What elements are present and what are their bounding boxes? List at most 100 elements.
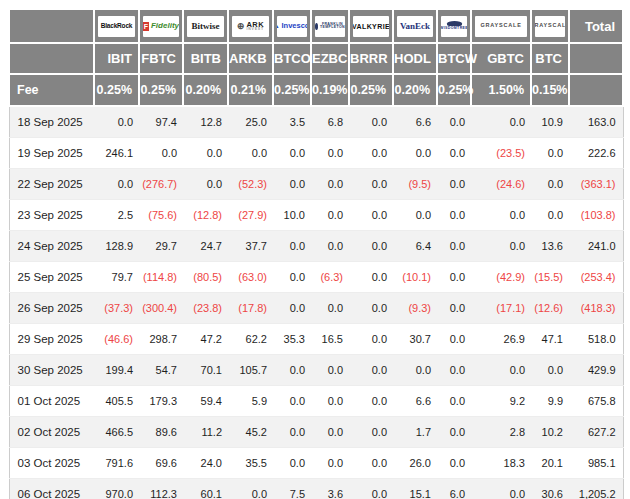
flow-cell-ezbc: 0.0 [311, 417, 349, 448]
table-row: 18 Sep 20250.097.412.825.03.56.80.06.60.… [9, 106, 623, 138]
total-cell: 627.2 [569, 417, 623, 448]
flow-cell-btco: 0.0 [273, 231, 311, 262]
flow-cell-bitb: (80.5) [183, 262, 228, 293]
fee-gbtc: 1.50% [471, 74, 531, 106]
flow-cell-hodl: 0.0 [393, 200, 437, 231]
flow-cell-btc: (12.6) [531, 293, 569, 324]
flow-cell-btco: 10.0 [273, 200, 311, 231]
flow-cell-bitb: 12.8 [183, 106, 228, 138]
flow-cell-arkb: 62.2 [228, 324, 273, 355]
flow-cell-bitb: 70.1 [183, 355, 228, 386]
date-cell: 23 Sep 2025 [9, 200, 94, 231]
fee-ezbc: 0.19% [311, 74, 349, 106]
flow-cell-btc: 13.6 [531, 231, 569, 262]
flow-cell-btco: 0.0 [273, 386, 311, 417]
flow-cell-ibit: 466.5 [94, 417, 139, 448]
flow-cell-btco: 0.0 [273, 293, 311, 324]
ticker-fbtc: FBTC [139, 43, 183, 74]
flow-cell-btc: 0.0 [531, 355, 569, 386]
issuer-cell-fbtc: FFidelity [139, 9, 183, 43]
flow-cell-hodl: 1.7 [393, 417, 437, 448]
issuer-cell-btcw: WISDOMTREE [437, 9, 471, 43]
date-cell: 22 Sep 2025 [9, 169, 94, 200]
date-cell: 29 Sep 2025 [9, 324, 94, 355]
vaneck-logo: VanEck [397, 16, 433, 37]
flow-cell-brrr: 0.0 [349, 200, 393, 231]
flow-cell-btco: 0.0 [273, 169, 311, 200]
fee-brrr: 0.25% [349, 74, 393, 106]
date-cell: 25 Sep 2025 [9, 262, 94, 293]
flow-cell-arkb: 25.0 [228, 106, 273, 138]
flow-cell-bitb: 0.0 [183, 138, 228, 169]
issuer-cell-btco: ▲Invesco [273, 9, 311, 43]
flow-cell-bitb: 59.4 [183, 386, 228, 417]
flow-cell-fbtc: 97.4 [139, 106, 183, 138]
flow-cell-fbtc: 69.6 [139, 448, 183, 479]
blackrock-logo: BlackRock [98, 16, 135, 37]
flow-cell-ezbc: (6.3) [311, 262, 349, 293]
flow-cell-btc: 0.0 [531, 169, 569, 200]
fee-btco: 0.25% [273, 74, 311, 106]
flow-cell-ezbc: 0.0 [311, 200, 349, 231]
flow-cell-ibit: 0.0 [94, 106, 139, 138]
flow-cell-arkb: (63.0) [228, 262, 273, 293]
ticker-row-total-cell [569, 43, 623, 74]
table-row: 06 Oct 2025970.0112.360.10.07.53.60.015.… [9, 479, 623, 499]
issuer-logo-row: BlackRock FFidelityBitwise⊕ARKINVEST▲Inve… [9, 9, 623, 43]
ticker-ezbc: EZBC [311, 43, 349, 74]
flow-cell-arkb: 37.7 [228, 231, 273, 262]
flow-cell-btcw: 0.0 [437, 417, 471, 448]
ticker-row-corner [9, 43, 94, 74]
issuer-cell-arkb: ⊕ARKINVEST [228, 9, 273, 43]
fee-row-total-cell [569, 74, 623, 106]
flow-cell-btcw: 0.0 [437, 106, 471, 138]
flow-cell-ezbc: 0.0 [311, 448, 349, 479]
table-row: 29 Sep 2025(46.6)298.747.262.235.316.50.… [9, 324, 623, 355]
flow-cell-btcw: 0.0 [437, 448, 471, 479]
flow-cell-gbtc: 0.0 [471, 479, 531, 499]
flow-cell-brrr: 0.0 [349, 448, 393, 479]
date-cell: 06 Oct 2025 [9, 479, 94, 499]
flow-cell-btc: 10.2 [531, 417, 569, 448]
flow-cell-ibit: 791.6 [94, 448, 139, 479]
date-cell: 30 Sep 2025 [9, 355, 94, 386]
flow-cell-bitb: 0.0 [183, 169, 228, 200]
flow-cell-ibit: 405.5 [94, 386, 139, 417]
flow-cell-gbtc: 18.3 [471, 448, 531, 479]
issuer-cell-brrr: VALKYRIE [349, 9, 393, 43]
wisdomtree-logo: WISDOMTREE [441, 16, 467, 37]
flow-cell-btco: 0.0 [273, 355, 311, 386]
flow-cell-gbtc: (24.6) [471, 169, 531, 200]
flow-cell-hodl: 26.0 [393, 448, 437, 479]
table-row: 23 Sep 20252.5(75.6)(12.8)(27.9)10.00.00… [9, 200, 623, 231]
flow-cell-hodl: 0.0 [393, 138, 437, 169]
flow-cell-btc: 9.9 [531, 386, 569, 417]
issuer-cell-bitb: Bitwise [183, 9, 228, 43]
flow-cell-ibit: 0.0 [94, 169, 139, 200]
fee-hodl: 0.20% [393, 74, 437, 106]
table-row: 26 Sep 2025(37.3)(300.4)(23.8)(17.8)0.00… [9, 293, 623, 324]
total-cell: 241.0 [569, 231, 623, 262]
total-cell: 222.6 [569, 138, 623, 169]
flow-cell-bitb: (12.8) [183, 200, 228, 231]
ticker-brrr: BRRR [349, 43, 393, 74]
fidelity-logo: FFidelity [143, 16, 179, 37]
total-cell: 163.0 [569, 106, 623, 138]
total-cell: 429.9 [569, 355, 623, 386]
table-body: 18 Sep 20250.097.412.825.03.56.80.06.60.… [9, 106, 623, 499]
flow-cell-btco: 0.0 [273, 138, 311, 169]
date-cell: 01 Oct 2025 [9, 386, 94, 417]
table-row: 01 Oct 2025405.5179.359.45.90.00.00.06.6… [9, 386, 623, 417]
flow-cell-fbtc: 54.7 [139, 355, 183, 386]
flow-cell-hodl: 6.6 [393, 106, 437, 138]
date-cell: 02 Oct 2025 [9, 417, 94, 448]
issuer-cell-btc: GRAYSCALE [531, 9, 569, 43]
flow-cell-brrr: 0.0 [349, 138, 393, 169]
grayscale-logo: GRAYSCALE [535, 16, 565, 37]
flow-cell-ibit: 199.4 [94, 355, 139, 386]
flow-cell-arkb: 0.0 [228, 138, 273, 169]
flow-cell-gbtc: 0.0 [471, 200, 531, 231]
flow-cell-arkb: (27.9) [228, 200, 273, 231]
flow-cell-fbtc: (75.6) [139, 200, 183, 231]
flow-cell-fbtc: (114.8) [139, 262, 183, 293]
